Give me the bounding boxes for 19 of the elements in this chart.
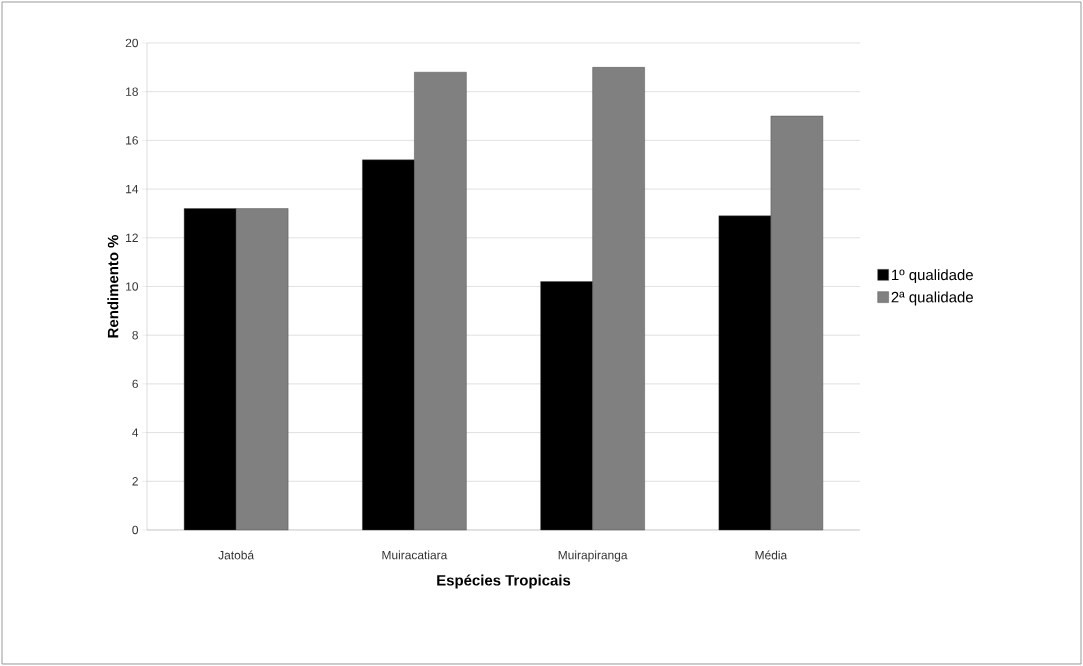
y-axis-title: Rendimento %: [107, 235, 119, 338]
y-tick-label: 2: [132, 477, 138, 486]
x-tick-label: Jatobá: [218, 550, 255, 560]
y-tick-label: 8: [132, 330, 138, 340]
y-tick-label: 6: [132, 379, 138, 389]
y-tick-label: 10: [126, 282, 139, 291]
x-tick-label: Muiracatiara: [382, 550, 448, 560]
y-tick-label: 18: [126, 87, 138, 96]
y-tick-label: 16: [126, 136, 138, 145]
legend-label: 2ª qualidade: [891, 291, 973, 306]
legend-label: 1º qualidade: [892, 269, 973, 284]
x-tick-label: Muirapiranga: [558, 550, 628, 562]
x-axis-title: Espécies Tropicais: [437, 574, 571, 589]
y-tick-label: 12: [126, 233, 138, 242]
y-tick-label: 4: [132, 428, 139, 437]
y-tick-label: 14: [126, 184, 139, 194]
y-tick-label: 0: [132, 525, 139, 535]
x-tick-label: Média: [755, 550, 788, 560]
y-tick-label: 20: [125, 38, 139, 48]
